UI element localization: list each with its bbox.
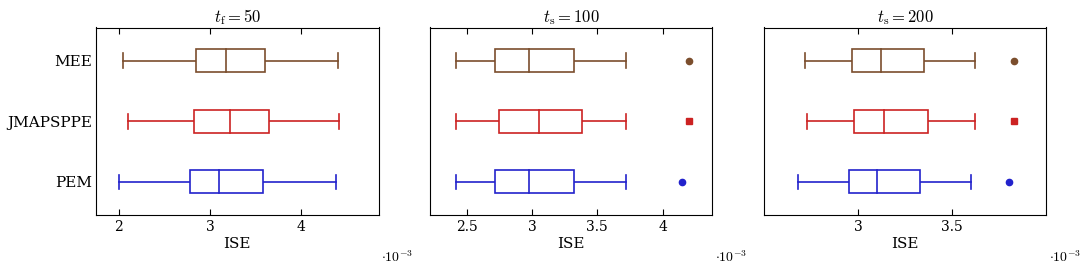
Bar <box>495 49 573 72</box>
Bar <box>854 110 928 133</box>
Bar <box>196 49 264 72</box>
Text: $\cdot 10^{-3}$: $\cdot 10^{-3}$ <box>1049 249 1081 265</box>
X-axis label: ISE: ISE <box>223 237 251 251</box>
Bar <box>194 110 269 133</box>
Bar <box>499 110 582 133</box>
X-axis label: ISE: ISE <box>891 237 919 251</box>
Title: $t_{\mathrm{f}} = 50$: $t_{\mathrm{f}} = 50$ <box>213 7 261 27</box>
Bar <box>495 170 573 193</box>
Text: $\cdot 10^{-3}$: $\cdot 10^{-3}$ <box>715 249 747 265</box>
Title: $t_{\mathrm{s}} = 200$: $t_{\mathrm{s}} = 200$ <box>877 8 934 27</box>
X-axis label: ISE: ISE <box>557 237 585 251</box>
Bar <box>852 49 924 72</box>
Bar <box>849 170 920 193</box>
Bar <box>190 170 263 193</box>
Title: $t_{\mathrm{s}} = 100$: $t_{\mathrm{s}} = 100$ <box>543 8 599 27</box>
Text: $\cdot 10^{-3}$: $\cdot 10^{-3}$ <box>382 249 413 265</box>
